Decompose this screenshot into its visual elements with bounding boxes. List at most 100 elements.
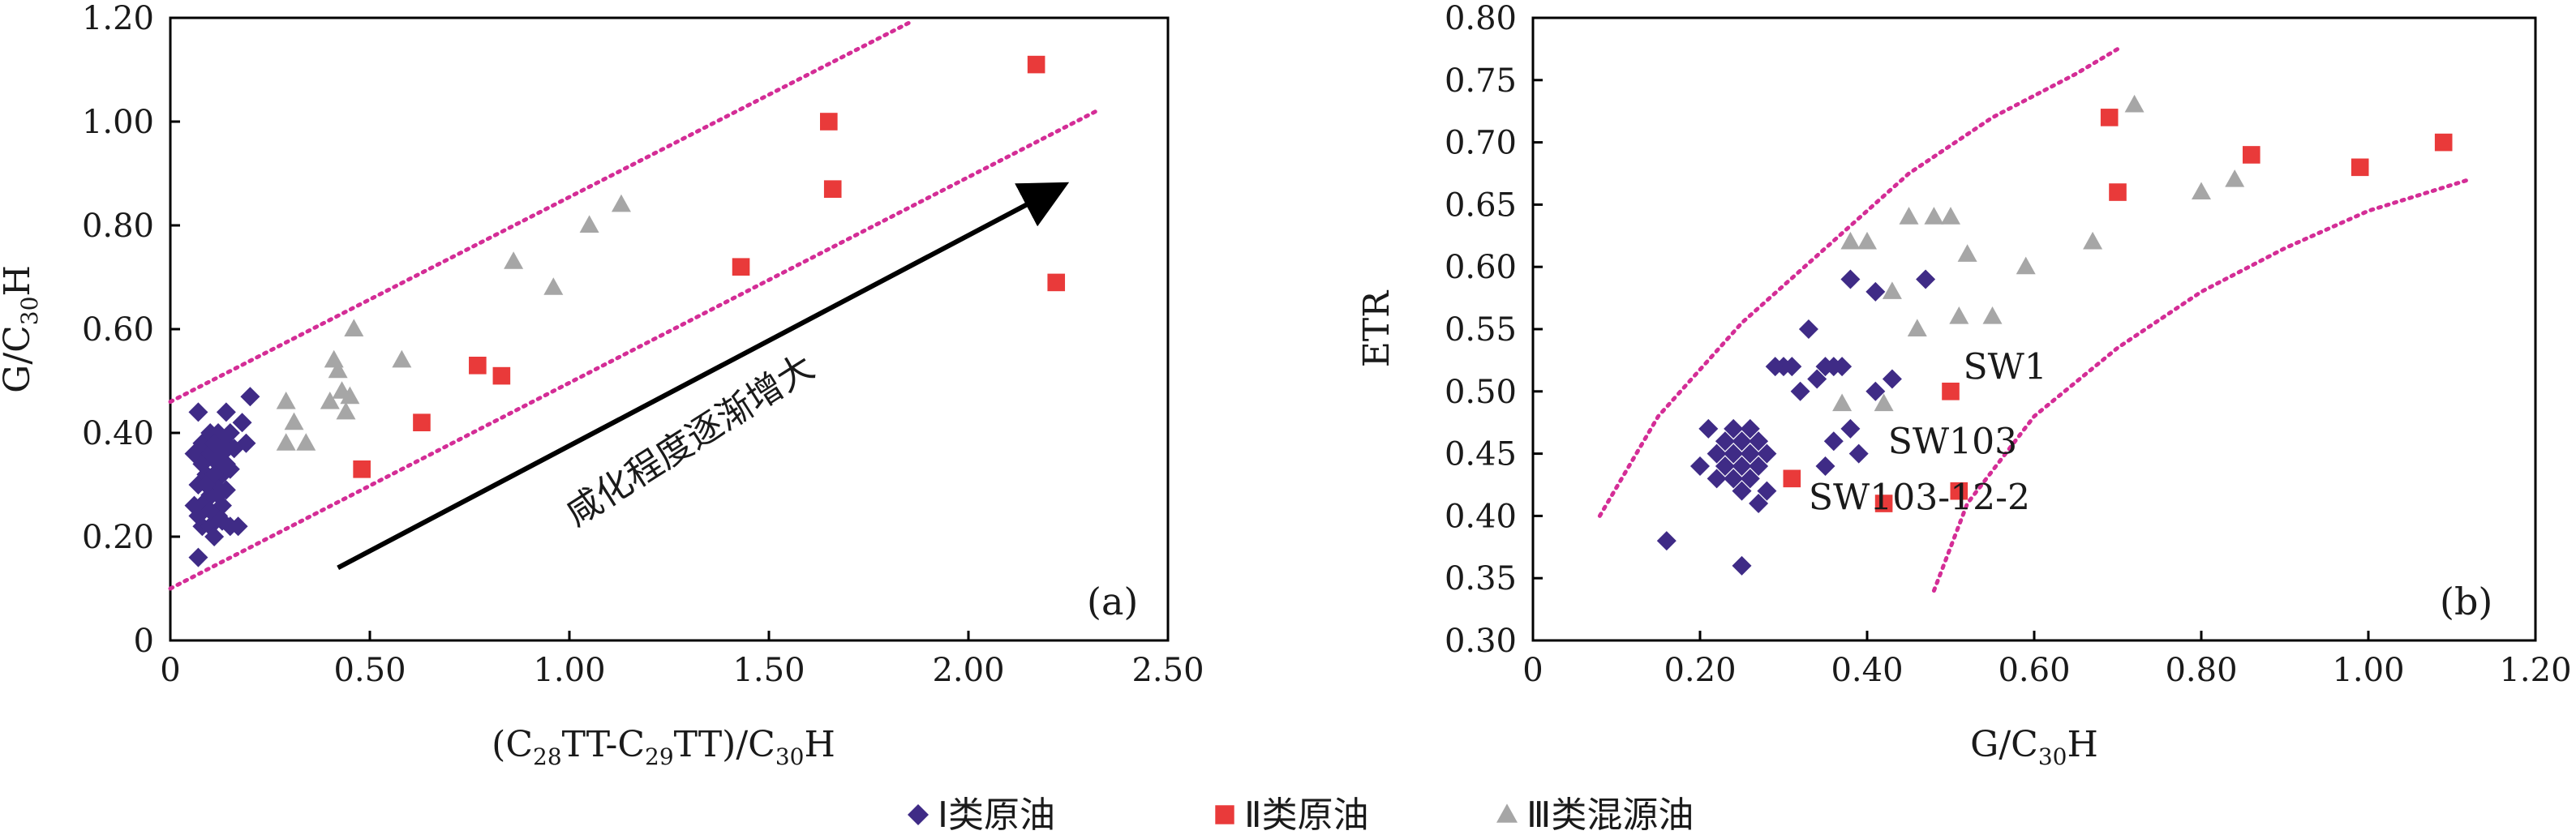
x-tick-label: 0.20 bbox=[1664, 652, 1736, 689]
data-point-diamond bbox=[188, 402, 208, 422]
x-tick-label: 1.00 bbox=[2332, 652, 2404, 689]
y-tick-label: 0.70 bbox=[1445, 125, 1517, 162]
x-axis-label-b: G/C30H bbox=[1970, 724, 2098, 770]
legend-marker-square bbox=[1215, 805, 1234, 824]
boundary-curve-2 bbox=[168, 109, 1098, 591]
data-point-square bbox=[1874, 495, 1893, 512]
data-point-diamond bbox=[1815, 456, 1835, 476]
plot-frame-b bbox=[1531, 16, 2537, 642]
data-point-diamond bbox=[236, 433, 256, 453]
data-point-diamond bbox=[188, 547, 208, 567]
y-tick-label: 0.40 bbox=[82, 415, 154, 452]
legend-label: Ⅰ类原油 bbox=[938, 794, 1055, 835]
data-point-diamond bbox=[216, 402, 236, 422]
x-tick-label: 0.50 bbox=[333, 652, 406, 689]
x-tick-label: 2.50 bbox=[1131, 652, 1204, 689]
data-point-diamond bbox=[1707, 469, 1727, 489]
data-point-diamond bbox=[1840, 269, 1861, 289]
data-point-triangle bbox=[1941, 207, 1960, 225]
data-point-diamond bbox=[1848, 443, 1869, 464]
data-point-square bbox=[2434, 133, 2453, 152]
y-tick-label: 0.60 bbox=[1445, 249, 1517, 286]
bounds-a bbox=[168, 20, 1098, 591]
data-point-diamond bbox=[240, 387, 260, 407]
y-tick-label: 1.00 bbox=[82, 104, 154, 141]
data-point-diamond bbox=[1865, 281, 1886, 302]
data-point-triangle bbox=[504, 251, 524, 269]
x-tick-label: 0.80 bbox=[2165, 652, 2237, 689]
data-point-diamond bbox=[1732, 555, 1752, 576]
y-tick-label: 0.35 bbox=[1445, 560, 1517, 597]
data-point-triangle bbox=[392, 349, 412, 368]
data-point-triangle bbox=[579, 215, 599, 233]
x-tick-label: 1.00 bbox=[533, 652, 605, 689]
data-point-square bbox=[823, 180, 842, 198]
points-a bbox=[184, 55, 1066, 567]
data-point-diamond bbox=[220, 459, 240, 479]
data-point-triangle bbox=[2124, 94, 2145, 113]
data-point-diamond bbox=[1798, 319, 1818, 339]
data-point-square bbox=[1047, 273, 1066, 292]
data-point-diamond bbox=[1740, 443, 1760, 464]
data-point-triangle bbox=[2225, 169, 2245, 187]
data-point-diamond bbox=[1807, 369, 1827, 389]
points-b bbox=[1656, 94, 2453, 576]
data-point-triangle bbox=[296, 433, 316, 451]
x-ticks-a: 0 0.50 1.00 1.50 2.00 2.50 bbox=[160, 631, 1204, 689]
data-point-triangle bbox=[276, 392, 296, 409]
data-point-diamond bbox=[1782, 357, 1802, 377]
data-point-triangle bbox=[543, 277, 564, 295]
data-point-diamond bbox=[1790, 381, 1810, 401]
data-point-triangle bbox=[1907, 319, 1927, 336]
data-point-diamond bbox=[1882, 369, 1902, 389]
y-tick-label: 0.40 bbox=[1445, 498, 1517, 535]
x-tick-label: 0 bbox=[160, 652, 180, 689]
data-point-triangle bbox=[336, 401, 356, 420]
data-point-square bbox=[2351, 158, 2369, 177]
data-point-diamond bbox=[184, 495, 204, 516]
data-point-diamond bbox=[1715, 431, 1735, 452]
data-point-diamond bbox=[216, 480, 236, 500]
y-ticks-a: 0 0.20 0.40 0.60 0.80 1.00 1.20 bbox=[82, 0, 180, 660]
data-point-diamond bbox=[196, 475, 217, 495]
data-point-triangle bbox=[1840, 231, 1861, 250]
x-tick-label: 0.40 bbox=[1831, 652, 1903, 689]
data-point-square bbox=[1950, 482, 1968, 500]
data-point-diamond bbox=[1865, 381, 1886, 401]
legend-marker-triangle bbox=[1496, 803, 1518, 823]
data-point-square bbox=[492, 366, 511, 385]
panel-b: SW1 SW103 SW103-12-2 0 0.20 0.40 0.60 0.80 1.00… bbox=[1356, 0, 2572, 770]
y-tick-label: 1.20 bbox=[82, 0, 154, 37]
y-tick-label: 0 bbox=[134, 623, 154, 660]
data-point-square bbox=[413, 413, 431, 431]
data-point-triangle bbox=[1882, 281, 1902, 299]
data-point-diamond bbox=[1732, 456, 1752, 476]
data-point-diamond bbox=[1724, 418, 1744, 439]
data-point-square bbox=[732, 258, 750, 276]
data-point-diamond bbox=[1840, 418, 1861, 439]
y-axis-label-b: ETR bbox=[1356, 289, 1397, 367]
data-point-diamond bbox=[1749, 431, 1769, 452]
data-point-diamond bbox=[204, 527, 225, 546]
data-point-diamond bbox=[1757, 481, 1777, 501]
data-point-triangle bbox=[284, 412, 304, 430]
data-point-diamond bbox=[212, 511, 232, 531]
data-point-diamond bbox=[1707, 443, 1727, 464]
data-point-diamond bbox=[1740, 418, 1760, 439]
y-tick-label: 0.45 bbox=[1445, 436, 1517, 473]
data-point-diamond bbox=[1832, 357, 1853, 377]
data-point-triangle bbox=[1924, 207, 1944, 225]
data-point-diamond bbox=[1698, 418, 1719, 439]
panel-label-b: (b) bbox=[2440, 580, 2492, 623]
data-point-diamond bbox=[1749, 494, 1769, 514]
y-tick-label: 0.80 bbox=[1445, 0, 1517, 37]
y-tick-label: 0.65 bbox=[1445, 186, 1517, 224]
trend-label: 咸化程度逐渐增大 bbox=[559, 346, 822, 534]
data-point-square bbox=[1942, 383, 1960, 400]
data-point-diamond bbox=[1732, 481, 1752, 501]
data-point-diamond bbox=[232, 413, 252, 433]
data-point-triangle bbox=[2083, 231, 2103, 250]
data-point-diamond bbox=[1715, 456, 1735, 476]
x-tick-label: 0.60 bbox=[1998, 652, 2070, 689]
